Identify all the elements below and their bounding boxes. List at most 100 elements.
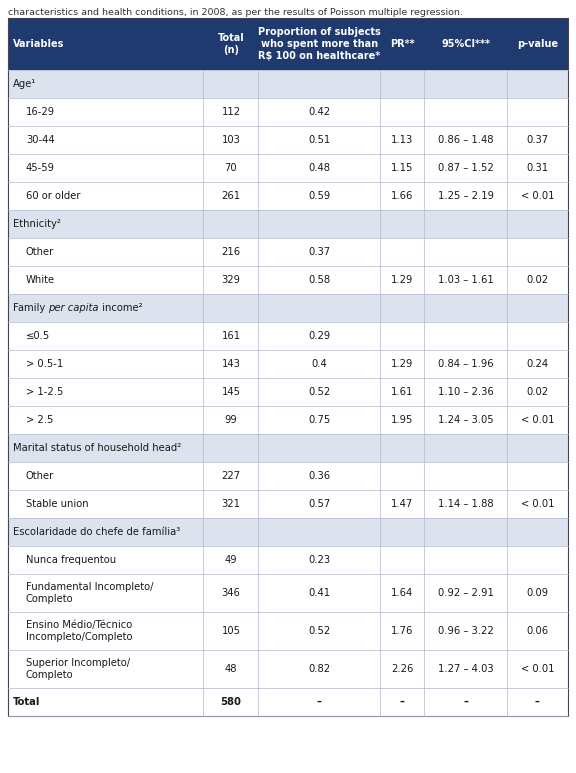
Text: income²: income²	[99, 303, 142, 313]
Text: 0.29: 0.29	[308, 331, 330, 341]
Text: 261: 261	[221, 191, 241, 201]
Bar	[8, 70, 568, 98]
Text: Nunca frequentou: Nunca frequentou	[26, 555, 116, 565]
Text: < 0.01: < 0.01	[521, 499, 554, 509]
Bar	[8, 126, 568, 154]
Text: 1.95: 1.95	[391, 415, 414, 425]
Bar	[8, 650, 568, 688]
Text: < 0.01: < 0.01	[521, 415, 554, 425]
Text: 0.51: 0.51	[308, 135, 330, 145]
Text: ≤0.5: ≤0.5	[26, 331, 50, 341]
Bar	[8, 688, 568, 716]
Text: 0.75: 0.75	[308, 415, 330, 425]
Bar	[8, 98, 568, 126]
Text: 0.37: 0.37	[526, 135, 548, 145]
Text: 329: 329	[221, 275, 240, 285]
Text: 1.13: 1.13	[391, 135, 413, 145]
Text: 0.02: 0.02	[526, 387, 548, 397]
Text: 346: 346	[222, 588, 240, 598]
Bar	[8, 518, 568, 546]
Text: Stable union: Stable union	[26, 499, 89, 509]
Text: characteristics and health conditions, in 2008, as per the results of Poisson mu: characteristics and health conditions, i…	[8, 8, 463, 17]
Text: 1.24 – 3.05: 1.24 – 3.05	[438, 415, 493, 425]
Text: –: –	[463, 697, 468, 707]
Text: Ethnicity²: Ethnicity²	[13, 219, 61, 229]
Text: Variables: Variables	[13, 39, 65, 49]
Text: 1.64: 1.64	[391, 588, 413, 598]
Text: 0.84 – 1.96: 0.84 – 1.96	[438, 359, 493, 369]
Bar	[8, 490, 568, 518]
Text: Ensino Médio/Técnico
Incompleto/Completo: Ensino Médio/Técnico Incompleto/Completo	[26, 620, 132, 642]
Text: Family: Family	[13, 303, 48, 313]
Bar	[8, 210, 568, 238]
Text: 0.02: 0.02	[526, 275, 548, 285]
Text: 161: 161	[221, 331, 241, 341]
Text: > 1-2.5: > 1-2.5	[26, 387, 63, 397]
Text: 16-29: 16-29	[26, 107, 55, 117]
Text: 143: 143	[222, 359, 240, 369]
Text: 0.4: 0.4	[311, 359, 327, 369]
Text: Age¹: Age¹	[13, 79, 36, 89]
Text: < 0.01: < 0.01	[521, 191, 554, 201]
Text: 0.06: 0.06	[526, 626, 548, 636]
Text: 0.92 – 2.91: 0.92 – 2.91	[438, 588, 494, 598]
Text: > 2.5: > 2.5	[26, 415, 54, 425]
Text: 1.03 – 1.61: 1.03 – 1.61	[438, 275, 494, 285]
Text: 1.76: 1.76	[391, 626, 414, 636]
Text: –: –	[400, 697, 404, 707]
Text: Other: Other	[26, 471, 54, 481]
Text: 30-44: 30-44	[26, 135, 55, 145]
Text: –: –	[317, 697, 321, 707]
Text: 0.82: 0.82	[308, 664, 330, 674]
Text: 105: 105	[221, 626, 240, 636]
Text: Escolaridade do chefe de família³: Escolaridade do chefe de família³	[13, 527, 180, 537]
Text: 0.09: 0.09	[526, 588, 548, 598]
Text: 0.31: 0.31	[526, 163, 548, 173]
Text: 49: 49	[225, 555, 237, 565]
Bar	[8, 574, 568, 612]
Text: 95%CI***: 95%CI***	[441, 39, 490, 49]
Text: 321: 321	[221, 499, 240, 509]
Text: Other: Other	[26, 247, 54, 257]
Text: 1.15: 1.15	[391, 163, 414, 173]
Text: 1.14 – 1.88: 1.14 – 1.88	[438, 499, 493, 509]
Text: 0.57: 0.57	[308, 499, 330, 509]
Text: > 0.5-1: > 0.5-1	[26, 359, 63, 369]
Text: Total: Total	[13, 697, 40, 707]
Text: Superior Incompleto/
Completo: Superior Incompleto/ Completo	[26, 658, 130, 680]
Text: 216: 216	[221, 247, 241, 257]
Text: 145: 145	[221, 387, 240, 397]
Bar	[8, 154, 568, 182]
Text: Fundamental Incompleto/
Completo: Fundamental Incompleto/ Completo	[26, 582, 153, 604]
Bar	[8, 350, 568, 378]
Text: 0.52: 0.52	[308, 626, 330, 636]
Text: 1.27 – 4.03: 1.27 – 4.03	[438, 664, 493, 674]
Text: 48: 48	[225, 664, 237, 674]
Text: 0.23: 0.23	[308, 555, 330, 565]
Text: 1.47: 1.47	[391, 499, 413, 509]
Text: 0.96 – 3.22: 0.96 – 3.22	[438, 626, 494, 636]
Text: 1.61: 1.61	[391, 387, 414, 397]
Text: 0.86 – 1.48: 0.86 – 1.48	[438, 135, 493, 145]
Text: 0.58: 0.58	[308, 275, 330, 285]
Bar	[8, 612, 568, 650]
Bar	[8, 18, 568, 70]
Bar	[8, 322, 568, 350]
Text: 0.52: 0.52	[308, 387, 330, 397]
Text: Marital status of household head²: Marital status of household head²	[13, 443, 181, 453]
Bar	[8, 378, 568, 406]
Text: 1.25 – 2.19: 1.25 – 2.19	[438, 191, 494, 201]
Text: 45-59: 45-59	[26, 163, 55, 173]
Text: 0.37: 0.37	[308, 247, 330, 257]
Text: 1.29: 1.29	[391, 275, 414, 285]
Text: 0.36: 0.36	[308, 471, 330, 481]
Bar	[8, 434, 568, 462]
Text: 70: 70	[225, 163, 237, 173]
Text: 1.29: 1.29	[391, 359, 414, 369]
Text: per capita: per capita	[48, 303, 99, 313]
Bar	[8, 182, 568, 210]
Bar	[8, 462, 568, 490]
Text: Proportion of subjects
who spent more than
R$ 100 on healthcare*: Proportion of subjects who spent more th…	[258, 26, 381, 61]
Text: < 0.01: < 0.01	[521, 664, 554, 674]
Text: 99: 99	[225, 415, 237, 425]
